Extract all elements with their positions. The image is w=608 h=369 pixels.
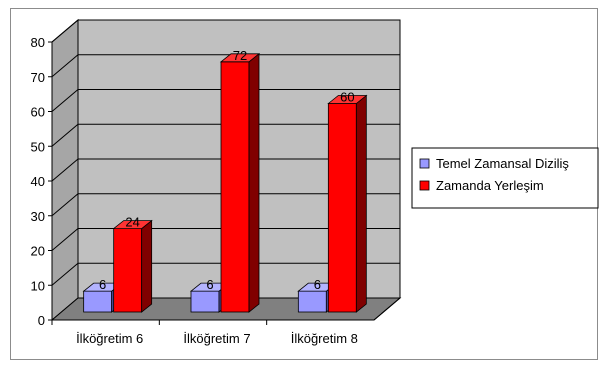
data-label: 6 <box>99 277 106 292</box>
x-tick-label: İlköğretim 7 <box>183 331 250 346</box>
bar-side <box>355 94 367 313</box>
gridline-side <box>51 54 79 78</box>
bar-front <box>327 103 357 313</box>
y-tick-label: 30 <box>31 209 45 224</box>
x-tick-labels: İlköğretim 6 İlköğretim 7 İlköğretim 8 <box>76 331 358 346</box>
bar-front <box>220 61 250 313</box>
y-tick-label: 0 <box>38 313 45 328</box>
y-tick-label: 10 <box>31 278 45 293</box>
bar-front <box>190 290 220 313</box>
bar-front <box>113 228 143 313</box>
gridline-side <box>51 228 79 251</box>
data-label: 6 <box>314 277 321 292</box>
legend-swatch-0 <box>419 158 430 169</box>
legend: Temel Zamansal Diziliş Zamanda Yerleşim <box>411 147 599 209</box>
y-tick-label: 80 <box>31 35 45 50</box>
bar-top <box>327 95 368 104</box>
x-tick-label: İlköğretim 8 <box>291 331 358 346</box>
axes <box>48 41 401 325</box>
y-tick-label: 40 <box>31 174 45 189</box>
legend-label-0: Temel Zamansal Diziliş <box>436 156 569 171</box>
bar-front <box>297 290 327 313</box>
data-label: 6 <box>206 277 213 292</box>
y-tick-label: 70 <box>31 70 45 85</box>
gridline-side <box>51 193 79 217</box>
x-tick-label: İlköğretim 6 <box>76 331 143 346</box>
legend-box <box>411 147 599 209</box>
data-label: 24 <box>125 215 139 230</box>
legend-swatch-1 <box>419 180 430 191</box>
data-label: 60 <box>340 90 354 105</box>
data-labels: 6 24 6 72 6 60 <box>99 48 355 292</box>
bars <box>82 52 368 313</box>
data-label: 72 <box>233 48 247 63</box>
gridline-side <box>51 262 79 286</box>
y-tick-label: 20 <box>31 244 45 259</box>
y-tick-label: 50 <box>31 139 45 154</box>
legend-label-1: Zamanda Yerleşim <box>436 178 544 193</box>
bar-side <box>248 52 260 313</box>
bar-top <box>219 53 261 63</box>
y-tick-label: 60 <box>31 105 45 120</box>
bar-side <box>141 219 153 313</box>
bar-1-2 <box>327 94 368 313</box>
gridline-side <box>51 19 79 43</box>
floor-edge <box>373 297 401 321</box>
y-tick-labels: 0 10 20 30 40 50 60 70 80 <box>31 35 45 328</box>
bar-1-0 <box>112 219 153 313</box>
gridline-side <box>51 89 79 112</box>
bar-1-1 <box>219 52 261 313</box>
gridline-side <box>51 158 79 182</box>
bar-front <box>83 290 113 313</box>
bar-top <box>112 220 153 230</box>
gridline-side <box>51 123 79 147</box>
